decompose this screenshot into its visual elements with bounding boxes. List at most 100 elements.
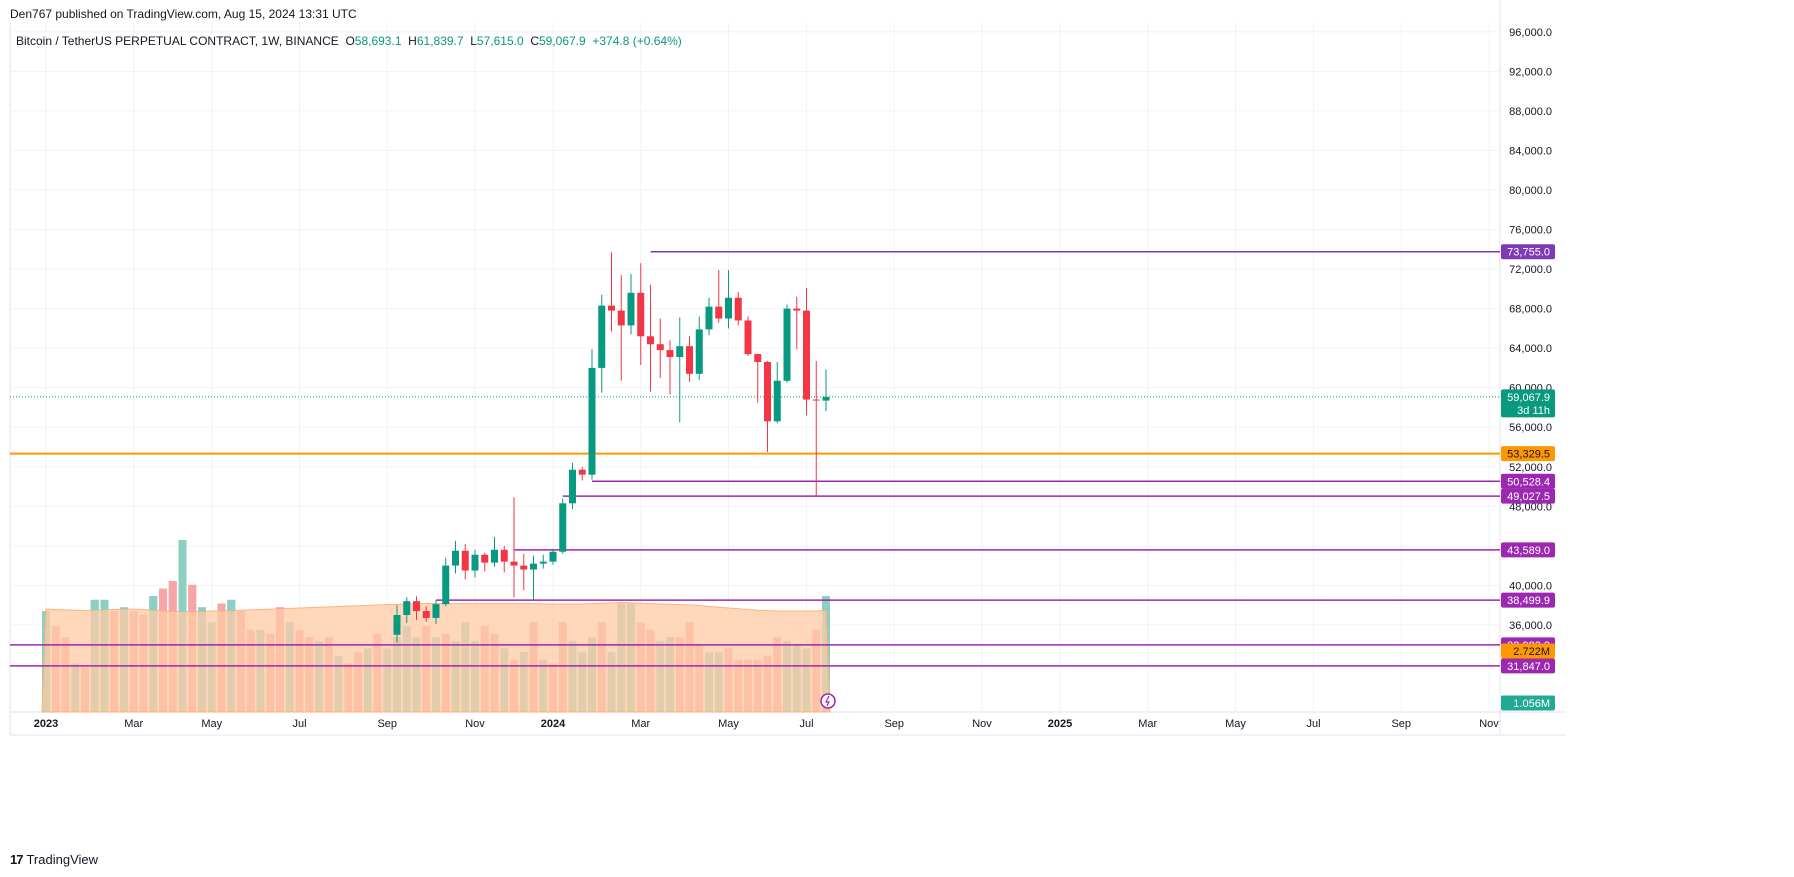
volume-bar-top [159, 588, 167, 612]
y-tick-label: 88,000.0 [1509, 106, 1552, 118]
low-value: 57,615.0 [476, 34, 524, 48]
x-tick-label: Jul [799, 718, 813, 730]
y-tick-label: 96,000.0 [1509, 27, 1552, 39]
volume-bar-top [188, 584, 197, 612]
candle-body [452, 550, 459, 566]
close-value: 59,067.9 [538, 34, 586, 48]
volume-bar-top [178, 540, 187, 612]
level-tag-bg [1501, 473, 1555, 489]
x-tick-label: Mar [124, 718, 143, 730]
candle-body [530, 563, 537, 570]
candle-body [656, 344, 664, 351]
candle-body [822, 396, 830, 401]
volume-ma-tag: 1.056M [1513, 698, 1550, 710]
candle-body [461, 550, 469, 571]
candle-body [510, 561, 518, 566]
y-tick-label: 64,000.0 [1509, 343, 1552, 355]
candle-body [686, 346, 693, 374]
x-tick-label: 2023 [34, 718, 58, 730]
candle-body [393, 615, 401, 635]
x-tick-label: 2024 [541, 718, 566, 730]
x-tick-label: May [1225, 718, 1246, 730]
x-tick-label: Sep [884, 718, 904, 730]
x-tick-label: Nov [465, 718, 485, 730]
volume-bar-top [149, 596, 158, 611]
candle-body [744, 320, 752, 355]
candle-body [666, 350, 674, 358]
x-tick-label: Nov [972, 718, 992, 730]
y-tick-label: 36,000.0 [1509, 620, 1552, 632]
x-tick-label: Jul [292, 718, 306, 730]
grid-lines [9, 0, 1566, 736]
candle-body [442, 565, 450, 605]
y-tick-label: 48,000.0 [1509, 501, 1552, 513]
level-tag-bg [1501, 244, 1555, 260]
candle-body [413, 601, 420, 612]
level-tag: 38,499.9 [1507, 595, 1550, 607]
candle-body [715, 306, 723, 319]
price-axis: 96,000.0 92,000.0 88,000.0 84,000.0 80,000.0… [1509, 27, 1552, 632]
level-tag: 43,589.0 [1507, 545, 1550, 557]
level-tag: 53,329.5 [1507, 449, 1550, 461]
level-lines [10, 250, 1500, 667]
volume-pane [41, 540, 831, 713]
y-tick-label: 92,000.0 [1509, 66, 1552, 78]
tradingview-brand[interactable]: 17 TradingView [10, 852, 98, 867]
volume-bar-top [100, 599, 109, 610]
level-tag: 49,027.5 [1507, 491, 1550, 503]
candle-body [705, 306, 713, 330]
open-value: 58,693.1 [354, 34, 402, 48]
level-tag-bg [1501, 488, 1555, 504]
volume-bar-top [168, 581, 177, 612]
candle-body [422, 611, 430, 618]
volume-bar-top [227, 599, 236, 611]
tradingview-logo-icon: 17 [10, 852, 24, 867]
candle-body [676, 346, 684, 358]
candle-body [539, 561, 547, 564]
countdown-tag-bg [1501, 402, 1555, 418]
high-value: 61,839.7 [416, 34, 464, 48]
x-tick-label: Jul [1306, 718, 1320, 730]
publish-info: Den767 published on TradingView.com, Aug… [10, 7, 357, 21]
candle-body [598, 305, 606, 368]
candle-body [754, 354, 762, 362]
y-tick-label: 40,000.0 [1509, 580, 1552, 592]
y-tick-label: 80,000.0 [1509, 185, 1552, 197]
level-tag: 31,847.0 [1507, 661, 1550, 673]
volume-bar-top [198, 607, 206, 612]
symbol-legend: Bitcoin / TetherUS PERPETUAL CONTRACT, 1… [16, 34, 682, 48]
y-tick-label: 72,000.0 [1509, 264, 1552, 276]
level-tag: 50,528.4 [1507, 476, 1550, 488]
volume-tag: 2.722M [1513, 646, 1550, 658]
time-axis: 2023 Mar May Jul Sep Nov 2024 Mar May Jul Sep Nov 20… [34, 718, 1500, 730]
candle-body [734, 297, 742, 321]
x-tick-label: Sep [377, 718, 397, 730]
price-tag: 59,067.9 [1507, 392, 1550, 404]
x-tick-label: May [201, 718, 222, 730]
volume-bar-top [822, 596, 830, 611]
candle-body [647, 336, 654, 345]
candle-body [500, 549, 508, 562]
level-tag-bg [1501, 446, 1555, 462]
candle-body [608, 305, 615, 311]
volume-bar-top [276, 607, 284, 609]
lightning-icon-bolt [825, 695, 830, 707]
candle-body [695, 329, 703, 374]
candle-body [520, 565, 528, 570]
level-tag-bg [1501, 592, 1555, 608]
high-label: H [408, 34, 417, 48]
candle-body [764, 361, 771, 422]
open-label: O [345, 34, 355, 48]
volume-bar-top [217, 603, 226, 612]
candle-body [491, 549, 498, 563]
candle-body [569, 469, 576, 504]
candle-body [725, 297, 732, 319]
countdown-tag: 3d 11h [1517, 405, 1550, 417]
y-tick-label: 68,000.0 [1509, 304, 1552, 316]
y-tick-label: 84,000.0 [1509, 145, 1552, 157]
candle-body [588, 367, 596, 475]
low-label: L [470, 34, 477, 48]
candle-body [481, 554, 489, 563]
x-tick-label: 2025 [1048, 718, 1072, 730]
